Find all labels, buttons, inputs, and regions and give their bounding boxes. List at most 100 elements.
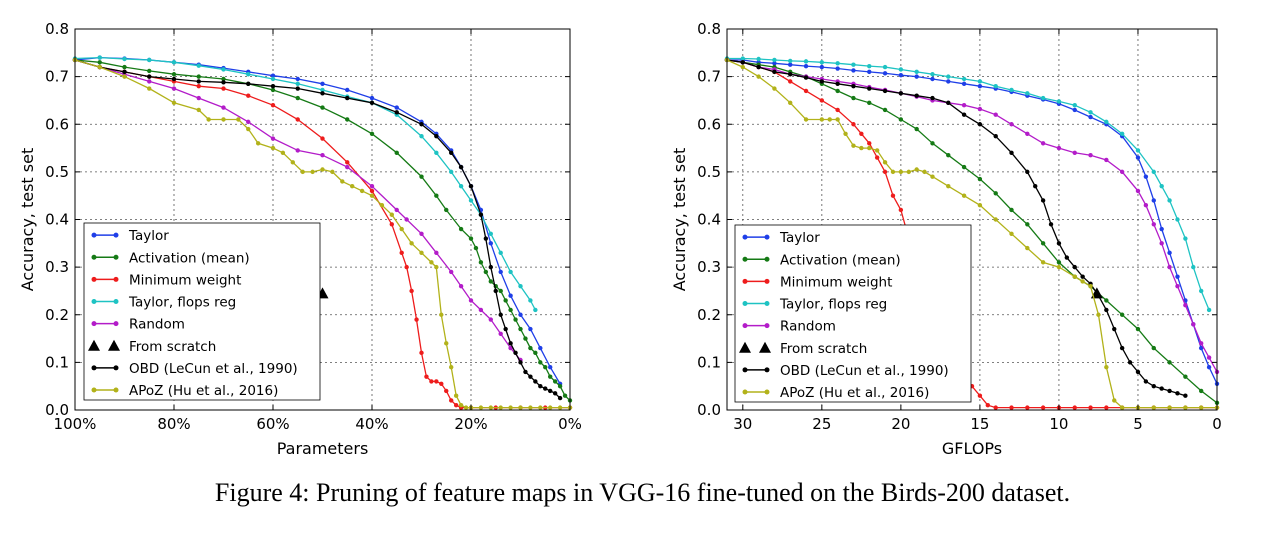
- data-point: [819, 60, 825, 65]
- legend-marker-triangle: [108, 339, 120, 351]
- data-point: [1088, 153, 1093, 158]
- y-tick-label: 0.1: [697, 353, 721, 371]
- legend-marker: [742, 234, 748, 240]
- data-point: [1206, 364, 1212, 370]
- data-point: [827, 117, 832, 122]
- data-point: [1025, 405, 1030, 410]
- data-point: [1151, 198, 1156, 203]
- data-point: [1167, 198, 1172, 203]
- data-point: [345, 164, 350, 170]
- data-point: [930, 72, 935, 77]
- legend-item: Activation (mean): [742, 252, 901, 268]
- data-point: [488, 317, 493, 322]
- data-point: [1143, 174, 1149, 179]
- data-point: [389, 212, 394, 217]
- data-point: [1183, 236, 1188, 241]
- legend-marker: [113, 321, 119, 327]
- data-point: [772, 86, 777, 91]
- data-point: [196, 107, 201, 113]
- data-point: [458, 283, 464, 289]
- data-point: [310, 169, 315, 175]
- data-point: [246, 93, 251, 98]
- data-point: [295, 81, 300, 86]
- data-point: [449, 269, 454, 275]
- data-point: [977, 79, 983, 84]
- data-point: [914, 167, 919, 172]
- data-point: [533, 307, 538, 313]
- legend-label: Random: [129, 317, 185, 333]
- legend-marker: [742, 367, 748, 373]
- legend-item: OBD (LeCun et al., 1990): [91, 361, 298, 377]
- y-tick-label: 0.3: [697, 258, 721, 276]
- data-point: [147, 68, 152, 74]
- data-point: [320, 87, 325, 93]
- data-point: [1040, 198, 1046, 203]
- data-point: [449, 150, 454, 156]
- legend-marker: [113, 387, 119, 393]
- data-point: [533, 379, 538, 384]
- data-point: [345, 87, 350, 93]
- data-point: [977, 122, 983, 127]
- data-point: [147, 79, 152, 84]
- legend-item: APoZ (Hu et al., 2016): [742, 385, 929, 401]
- data-point: [819, 79, 825, 84]
- data-point: [171, 72, 177, 77]
- data-point: [993, 83, 998, 89]
- data-point: [171, 60, 177, 65]
- data-point: [898, 67, 904, 72]
- data-point: [1183, 374, 1188, 379]
- data-point: [528, 298, 533, 303]
- data-point: [1056, 145, 1062, 151]
- data-point: [508, 293, 513, 298]
- data-point: [409, 288, 414, 294]
- data-point: [1056, 241, 1062, 246]
- data-point: [1104, 119, 1109, 125]
- data-point: [508, 307, 513, 313]
- data-point: [394, 110, 399, 115]
- data-point: [1151, 222, 1156, 227]
- data-point: [453, 403, 459, 408]
- data-point: [295, 95, 300, 101]
- legend-marker: [113, 254, 119, 260]
- data-point: [548, 388, 553, 394]
- data-point: [835, 107, 840, 113]
- legend-box: [83, 222, 321, 401]
- data-point: [439, 381, 444, 387]
- data-point: [270, 145, 276, 151]
- data-point: [1033, 183, 1038, 189]
- data-point: [1040, 141, 1046, 146]
- data-point: [221, 117, 226, 122]
- data-point: [498, 250, 503, 256]
- legend-marker: [742, 389, 748, 395]
- data-point: [483, 269, 489, 275]
- legend-marker: [764, 389, 770, 395]
- data-point: [300, 169, 305, 175]
- data-point: [503, 298, 508, 303]
- data-point: [518, 405, 523, 410]
- legend-item: Minimum weight: [742, 274, 892, 290]
- x-tick-label: 100%: [54, 415, 97, 433]
- data-point: [1167, 388, 1172, 394]
- data-point: [513, 317, 518, 322]
- data-point: [468, 183, 474, 189]
- data-point: [458, 226, 464, 232]
- data-point: [552, 379, 558, 384]
- data-point: [221, 67, 226, 72]
- data-point: [518, 326, 523, 332]
- data-point: [538, 360, 543, 365]
- data-point: [1096, 293, 1101, 298]
- data-point: [1025, 245, 1030, 251]
- series-7: [724, 57, 1188, 398]
- data-point: [740, 64, 746, 70]
- legend-marker: [91, 299, 97, 305]
- data-point: [369, 183, 375, 189]
- data-point: [1072, 107, 1077, 113]
- data-point: [788, 62, 793, 67]
- data-point: [236, 117, 241, 122]
- data-point: [478, 405, 484, 410]
- figure-caption: Figure 4: Pruning of feature maps in VGG…: [214, 478, 1071, 507]
- data-point: [444, 388, 449, 394]
- data-point: [1135, 188, 1141, 194]
- legend-marker: [91, 254, 97, 260]
- data-point: [946, 100, 951, 106]
